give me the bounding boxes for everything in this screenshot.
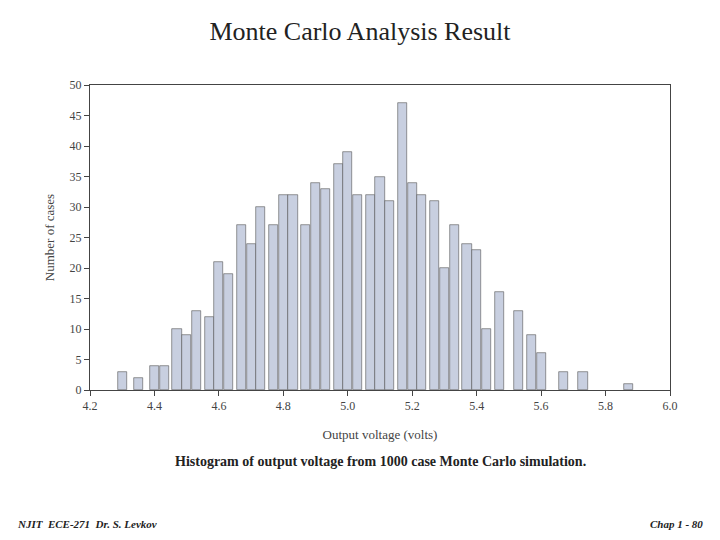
svg-text:4.4: 4.4: [147, 399, 162, 413]
svg-text:5.0: 5.0: [340, 399, 355, 413]
svg-text:25: 25: [70, 231, 82, 245]
svg-text:6.0: 6.0: [663, 399, 678, 413]
svg-text:4.8: 4.8: [276, 399, 291, 413]
svg-text:5.4: 5.4: [469, 399, 484, 413]
svg-text:4.2: 4.2: [83, 399, 98, 413]
svg-text:Chap 1 - 80: Chap 1 - 80: [650, 518, 703, 530]
svg-text:Histogram of output voltage fr: Histogram of output voltage from 1000 ca…: [175, 454, 586, 469]
svg-text:Number of cases: Number of cases: [42, 194, 57, 281]
svg-text:15: 15: [70, 292, 82, 306]
svg-text:35: 35: [70, 170, 82, 184]
svg-text:5: 5: [76, 353, 82, 367]
svg-text:Monte Carlo Analysis Result: Monte Carlo Analysis Result: [209, 17, 511, 46]
svg-text:10: 10: [70, 322, 82, 336]
svg-text:5.8: 5.8: [598, 399, 613, 413]
svg-text:50: 50: [70, 78, 82, 92]
svg-text:5.6: 5.6: [534, 399, 549, 413]
svg-text:0: 0: [76, 383, 82, 397]
svg-text:4.6: 4.6: [211, 399, 226, 413]
svg-text:40: 40: [70, 139, 82, 153]
svg-text:30: 30: [70, 200, 82, 214]
svg-text:NJIT ECE-271 Dr. S. Levkov: NJIT ECE-271 Dr. S. Levkov: [17, 518, 157, 530]
svg-text:20: 20: [70, 261, 82, 275]
svg-text:Output voltage (volts): Output voltage (volts): [323, 427, 438, 442]
svg-text:45: 45: [70, 109, 82, 123]
svg-text:5.2: 5.2: [405, 399, 420, 413]
